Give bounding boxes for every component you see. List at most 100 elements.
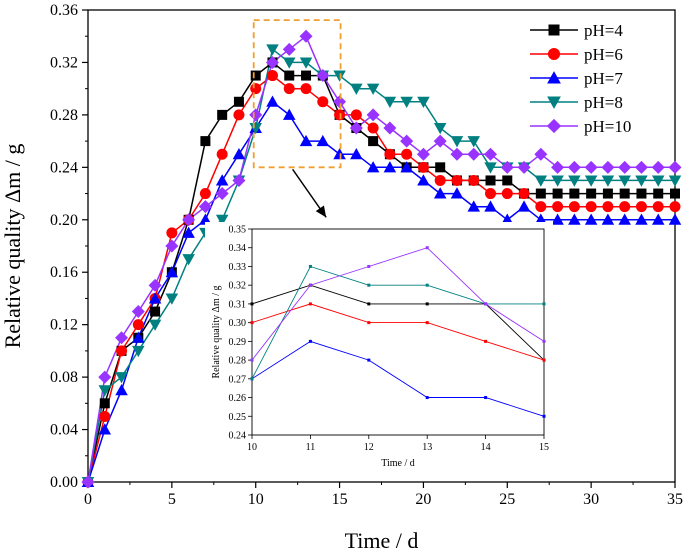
- data-point-pH=10: [500, 160, 514, 174]
- inset-x-tick-label: 10: [247, 442, 257, 453]
- data-point-pH=8: [635, 175, 648, 187]
- inset-plot: 10 11 12 13 14 15 0.24 0.25 0.26 0.27 0.28 0.29 0.30…: [205, 222, 553, 476]
- inset-x-tick-label: 13: [422, 442, 432, 453]
- data-point-pH=4: [670, 188, 680, 199]
- x-tick-label: 5: [168, 491, 176, 508]
- data-point-pH=7: [215, 174, 229, 186]
- data-point-pH=10: [115, 331, 129, 345]
- data-point-pH=7: [350, 147, 363, 160]
- inset-data-point-pH=6: [484, 339, 488, 343]
- data-point-pH=7: [199, 213, 212, 225]
- data-point-pH=10: [668, 160, 682, 174]
- inset-y-tick-label: 0.25: [229, 412, 247, 423]
- data-point-pH=4: [368, 136, 379, 147]
- data-point-pH=6: [468, 174, 480, 186]
- inset-y-tick-label: 0.35: [229, 225, 247, 236]
- legend-marker-pH=4: [548, 24, 560, 36]
- data-point-pH=4: [150, 306, 161, 317]
- data-point-pH=4: [233, 96, 244, 107]
- data-point-pH=7: [383, 161, 397, 173]
- inset-series-line-pH=10: [251, 247, 545, 361]
- data-point-pH=7: [484, 200, 497, 212]
- data-point-pH=10: [433, 134, 447, 148]
- zoom-region-box: [252, 19, 342, 169]
- data-point-pH=6: [501, 188, 513, 200]
- data-point-pH=6: [166, 227, 178, 239]
- data-point-pH=8: [266, 44, 279, 56]
- data-point-pH=4: [602, 188, 613, 199]
- data-point-pH=8: [484, 162, 497, 174]
- data-point-pH=6: [652, 201, 664, 213]
- data-point-pH=8: [215, 214, 229, 227]
- inset-data-point-pH=6: [250, 321, 254, 325]
- data-point-pH=4: [535, 188, 546, 199]
- inset-data-point-pH=6: [542, 358, 546, 362]
- x-tick-label: 25: [499, 491, 515, 508]
- data-point-pH=4: [653, 188, 664, 199]
- inset-series-line-pH=8: [251, 265, 544, 380]
- data-point-pH=7: [182, 226, 195, 238]
- data-point-pH=7: [433, 187, 447, 199]
- inset-x-tick-label: 12: [364, 442, 374, 453]
- x-tick-label: 0: [84, 491, 92, 508]
- data-point-pH=7: [417, 174, 430, 186]
- data-point-pH=8: [568, 175, 581, 187]
- inset-data-point-pH=10: [308, 283, 312, 287]
- inset-data-point-pH=7: [425, 396, 429, 400]
- inset-data-point-pH=8: [425, 283, 429, 287]
- zoom-arrow-head: [315, 205, 327, 218]
- data-point-pH=7: [668, 213, 682, 225]
- data-point-pH=6: [451, 174, 463, 186]
- data-point-pH=6: [367, 122, 379, 134]
- data-point-pH=8: [132, 345, 145, 358]
- data-point-pH=10: [249, 108, 263, 122]
- data-point-pH=8: [450, 136, 464, 148]
- data-point-pH=10: [534, 147, 548, 161]
- data-point-pH=4: [636, 188, 647, 199]
- data-point-pH=6: [99, 410, 111, 422]
- x-tick-label: 20: [415, 491, 431, 508]
- data-point-pH=10: [316, 69, 330, 83]
- inset-data-point-pH=8: [367, 283, 371, 287]
- data-point-pH=4: [284, 70, 295, 81]
- data-point-pH=4: [619, 188, 630, 199]
- data-point-pH=10: [98, 370, 112, 384]
- inset-y-tick-label: 0.32: [229, 281, 247, 292]
- data-point-pH=10: [148, 278, 162, 292]
- data-point-pH=8: [299, 57, 313, 69]
- y-tick-label: 0.12: [50, 317, 78, 334]
- data-point-pH=7: [467, 200, 480, 212]
- inset-series-line-pH=6: [251, 303, 545, 361]
- y-tick-label: 0.08: [50, 369, 78, 386]
- data-point-pH=7: [635, 213, 648, 225]
- data-point-pH=6: [283, 83, 295, 95]
- data-point-pH=6: [485, 188, 497, 200]
- data-point-pH=8: [601, 175, 615, 187]
- data-point-pH=7: [266, 95, 279, 107]
- data-point-pH=4: [250, 70, 261, 81]
- data-point-pH=7: [601, 213, 615, 225]
- data-point-pH=8: [618, 175, 631, 187]
- data-point-pH=8: [148, 319, 162, 331]
- inset-y-tick-label: 0.33: [229, 262, 247, 273]
- data-point-pH=8: [433, 123, 447, 135]
- y-tick-label: 0.24: [50, 159, 78, 176]
- data-point-pH=4: [586, 188, 597, 199]
- legend-label: pH=4: [584, 21, 623, 40]
- inset-series-line-pH=7: [251, 340, 545, 417]
- main-plot: 0 5 10 15 20 25 30 35 0.00 0.04 0.08 0.12 0.16 0.20 0.…: [50, 2, 683, 508]
- data-point-pH=10: [265, 55, 279, 69]
- data-point-pH=6: [619, 201, 631, 213]
- data-point-pH=10: [131, 305, 145, 319]
- data-point-pH=7: [400, 161, 413, 173]
- inset-data-point-pH=10: [425, 246, 429, 250]
- data-point-pH=6: [417, 161, 429, 173]
- data-point-pH=6: [317, 96, 329, 108]
- data-point-pH=6: [300, 83, 312, 95]
- legend-label: pH=6: [584, 45, 623, 64]
- data-point-pH=7: [651, 213, 665, 225]
- data-point-pH=6: [350, 109, 362, 121]
- data-point-pH=10: [333, 95, 347, 109]
- data-point-pH=10: [467, 147, 481, 161]
